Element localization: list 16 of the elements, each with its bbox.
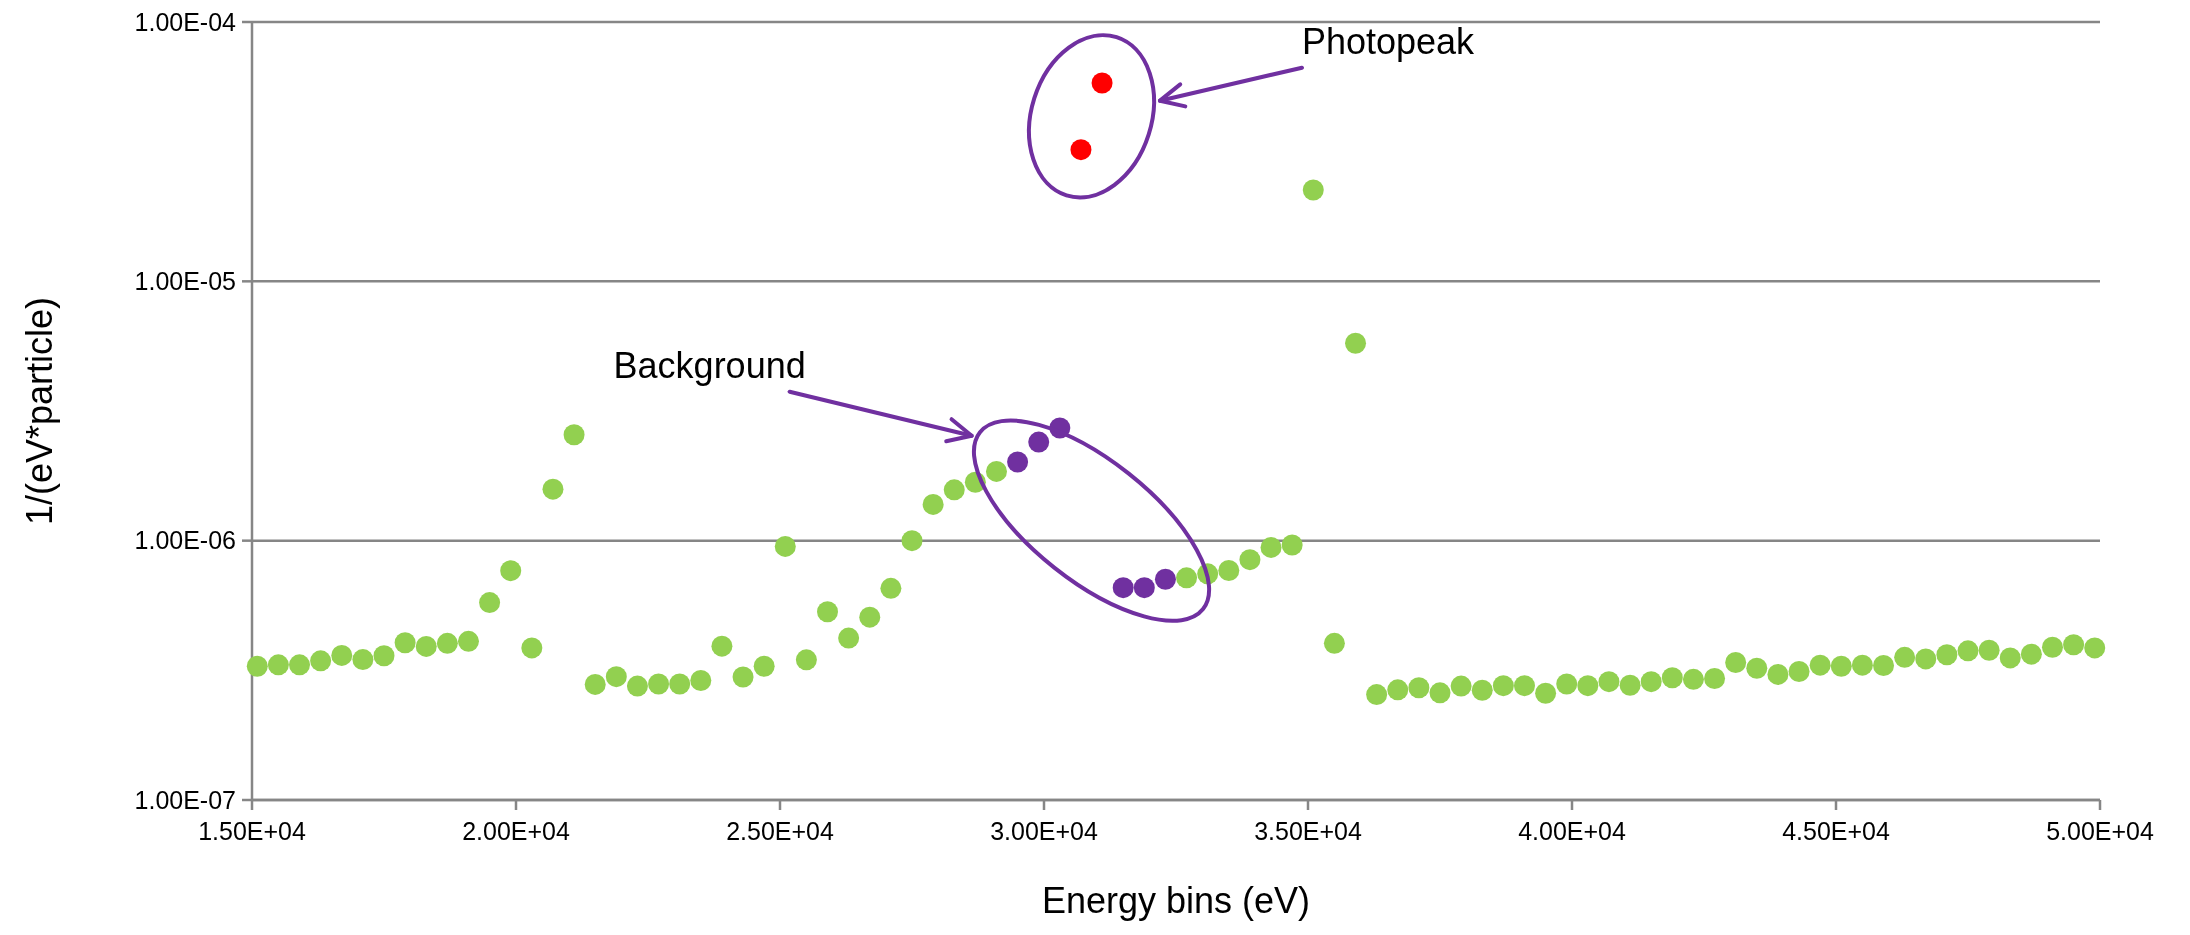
annotation: Photopeak	[1301, 20, 1476, 62]
x-axis-title: Energy bins (eV)	[1041, 880, 1311, 921]
x-tick-label: 2.00E+04	[462, 817, 570, 845]
x-tick-label: 2.50E+04	[726, 817, 834, 845]
y-axis-title: 1/(eV*particle)	[19, 296, 60, 526]
x-tick-label: 3.00E+04	[990, 817, 1098, 845]
x-tick-label: 1.50E+04	[198, 817, 306, 845]
y-tick-label: 1.00E-07	[134, 785, 236, 814]
x-tick-label: 4.50E+04	[1782, 817, 1890, 845]
y-tick-label: 1.00E-05	[134, 267, 236, 296]
y-tick-label: 1.00E-04	[134, 7, 237, 36]
x-tick-label: 4.00E+04	[1518, 817, 1626, 845]
x-tick-label: 5.00E+04	[2046, 817, 2154, 845]
annotation: Background	[613, 344, 806, 386]
x-tick-label: 3.50E+04	[1254, 817, 1362, 845]
y-tick-label: 1.00E-06	[134, 526, 236, 555]
